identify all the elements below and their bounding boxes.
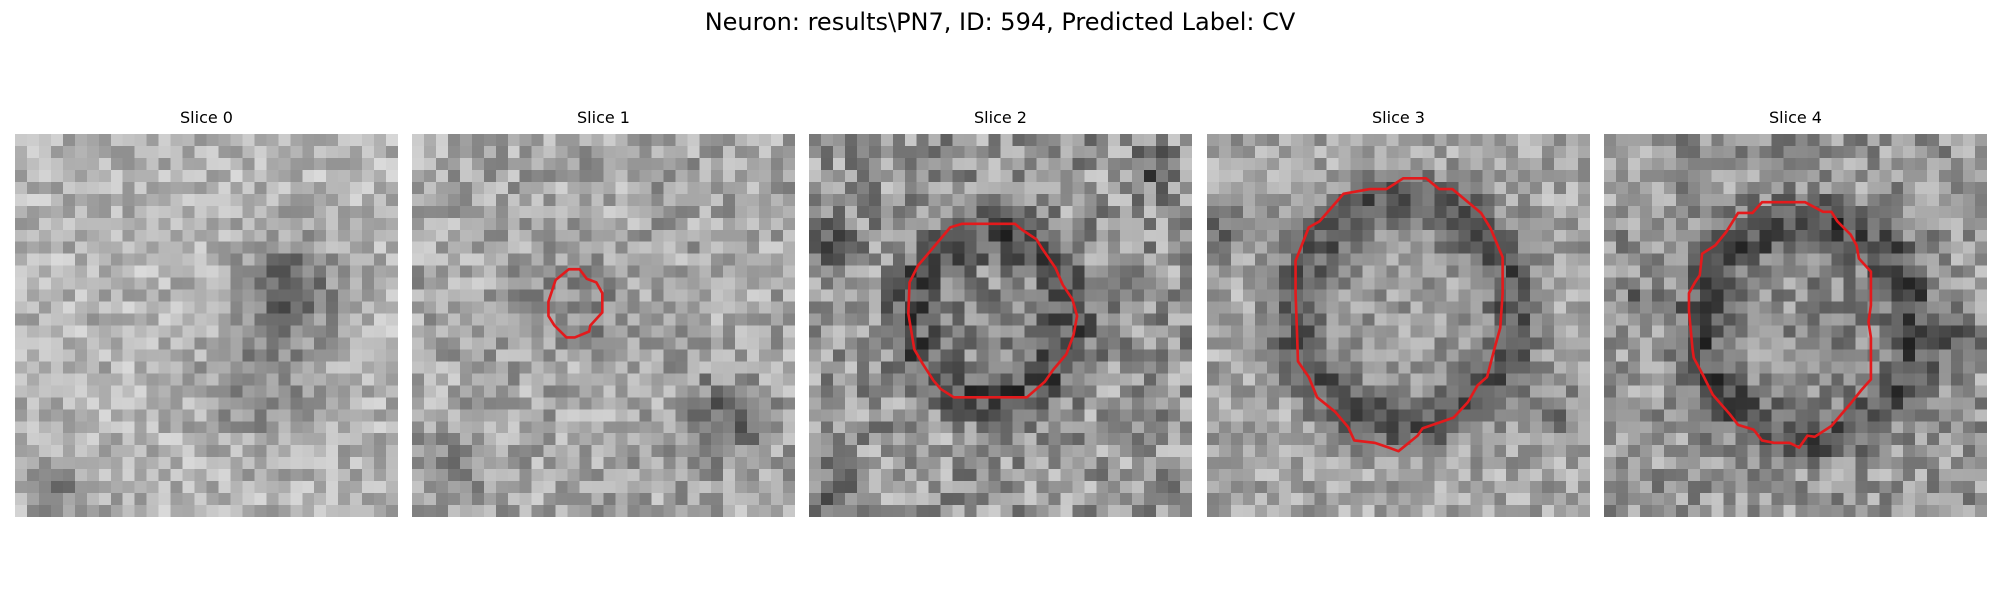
slice-title-3: Slice 3 xyxy=(1372,108,1425,127)
slice-title-0: Slice 0 xyxy=(180,108,233,127)
contour-outline-1 xyxy=(547,267,604,339)
slice-image-0 xyxy=(15,134,398,517)
slice-panel-4: Slice 4 xyxy=(1604,108,1987,517)
slice-title-2: Slice 2 xyxy=(974,108,1027,127)
slice-image-4 xyxy=(1604,134,1987,517)
figure-title: Neuron: results\PN7, ID: 594, Predicted … xyxy=(704,8,1296,36)
slice-panel-2: Slice 2 xyxy=(809,108,1192,517)
slice-title-4: Slice 4 xyxy=(1769,108,1822,127)
slice-image-1 xyxy=(412,134,795,517)
contour-outline-3 xyxy=(1294,176,1504,453)
contour-outline-2 xyxy=(907,222,1079,399)
contour-outline-4 xyxy=(1687,200,1873,449)
slice-title-1: Slice 1 xyxy=(577,108,630,127)
slice-panel-0: Slice 0 xyxy=(15,108,398,517)
slice-panel-1: Slice 1 xyxy=(412,108,795,517)
slice-image-3 xyxy=(1207,134,1590,517)
slice-panel-3: Slice 3 xyxy=(1207,108,1590,517)
slice-image-2 xyxy=(809,134,1192,517)
